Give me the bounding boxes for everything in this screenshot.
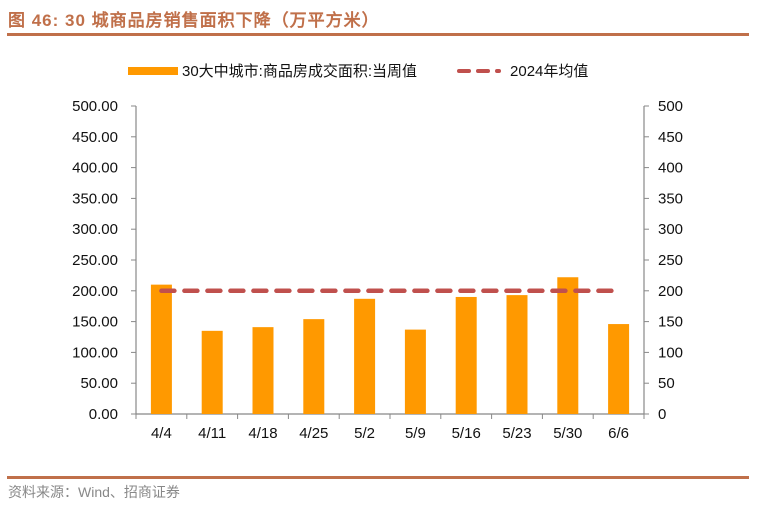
right-tick-label: 400 [658,160,683,177]
x-tick-label: 4/25 [299,425,328,442]
right-tick-label: 50 [658,375,675,392]
legend-bar-swatch-icon [128,66,178,75]
legend: 30大中城市:商品房成交面积:当周值 2024年均值 [128,60,588,81]
x-tick-label: 4/18 [248,425,277,442]
bar-6-6 [608,324,630,414]
bar-chart: 0.00 0 50.00 50 100.00 100 150.00 150 200.00 200 2… [72,98,683,442]
right-tick-label: 250 [658,252,683,269]
right-tick-label: 300 [658,221,683,238]
left-tick-label: 0.00 [89,406,118,423]
bar-5-30 [557,277,579,414]
x-tick-label: 5/23 [502,425,531,442]
right-tick-label: 500 [658,98,683,115]
left-tick-label: 100.00 [72,344,118,361]
left-tick-label: 300.00 [72,221,118,238]
right-tick-label: 0 [658,406,666,423]
left-tick-label: 150.00 [72,314,118,331]
x-tick-label: 4/4 [151,425,172,442]
x-tick-label: 5/9 [405,425,426,442]
x-tick-label: 5/2 [354,425,375,442]
left-tick-label: 400.00 [72,160,118,177]
footer-divider [7,476,749,479]
title-divider [7,33,749,36]
legend-bar-label: 30大中城市:商品房成交面积:当周值 [182,63,418,80]
right-tick-label: 200 [658,283,683,300]
source-note: 资料来源：Wind、招商证券 [8,484,180,500]
left-tick-label: 450.00 [72,129,118,146]
left-tick-label: 50.00 [80,375,118,392]
left-tick-label: 350.00 [72,190,118,207]
legend-dashed-line-icon [457,67,507,75]
bar-5-16 [455,296,477,414]
left-tick-label: 200.00 [72,283,118,300]
right-tick-label: 100 [658,344,683,361]
right-tick-label: 450 [658,129,683,146]
bar-4-18 [252,327,274,414]
bar-5-23 [506,295,528,414]
right-tick-label: 150 [658,314,683,331]
left-tick-label: 250.00 [72,252,118,269]
bar-4-11 [201,330,223,414]
x-tick-label: 4/11 [198,425,226,442]
right-tick-label: 350 [658,190,683,207]
legend-line-label: 2024年均值 [510,63,589,80]
bar-5-9 [404,329,426,414]
chart-title: 图 46: 30 城商品房销售面积下降（万平方米） [8,11,380,30]
bar-5-2 [354,298,376,414]
x-tick-label: 6/6 [608,425,629,442]
x-tick-label: 5/30 [553,425,582,442]
left-tick-label: 500.00 [72,98,118,115]
bar-4-4 [150,284,172,414]
x-tick-label: 5/16 [452,425,481,442]
bar-4-25 [303,319,325,414]
